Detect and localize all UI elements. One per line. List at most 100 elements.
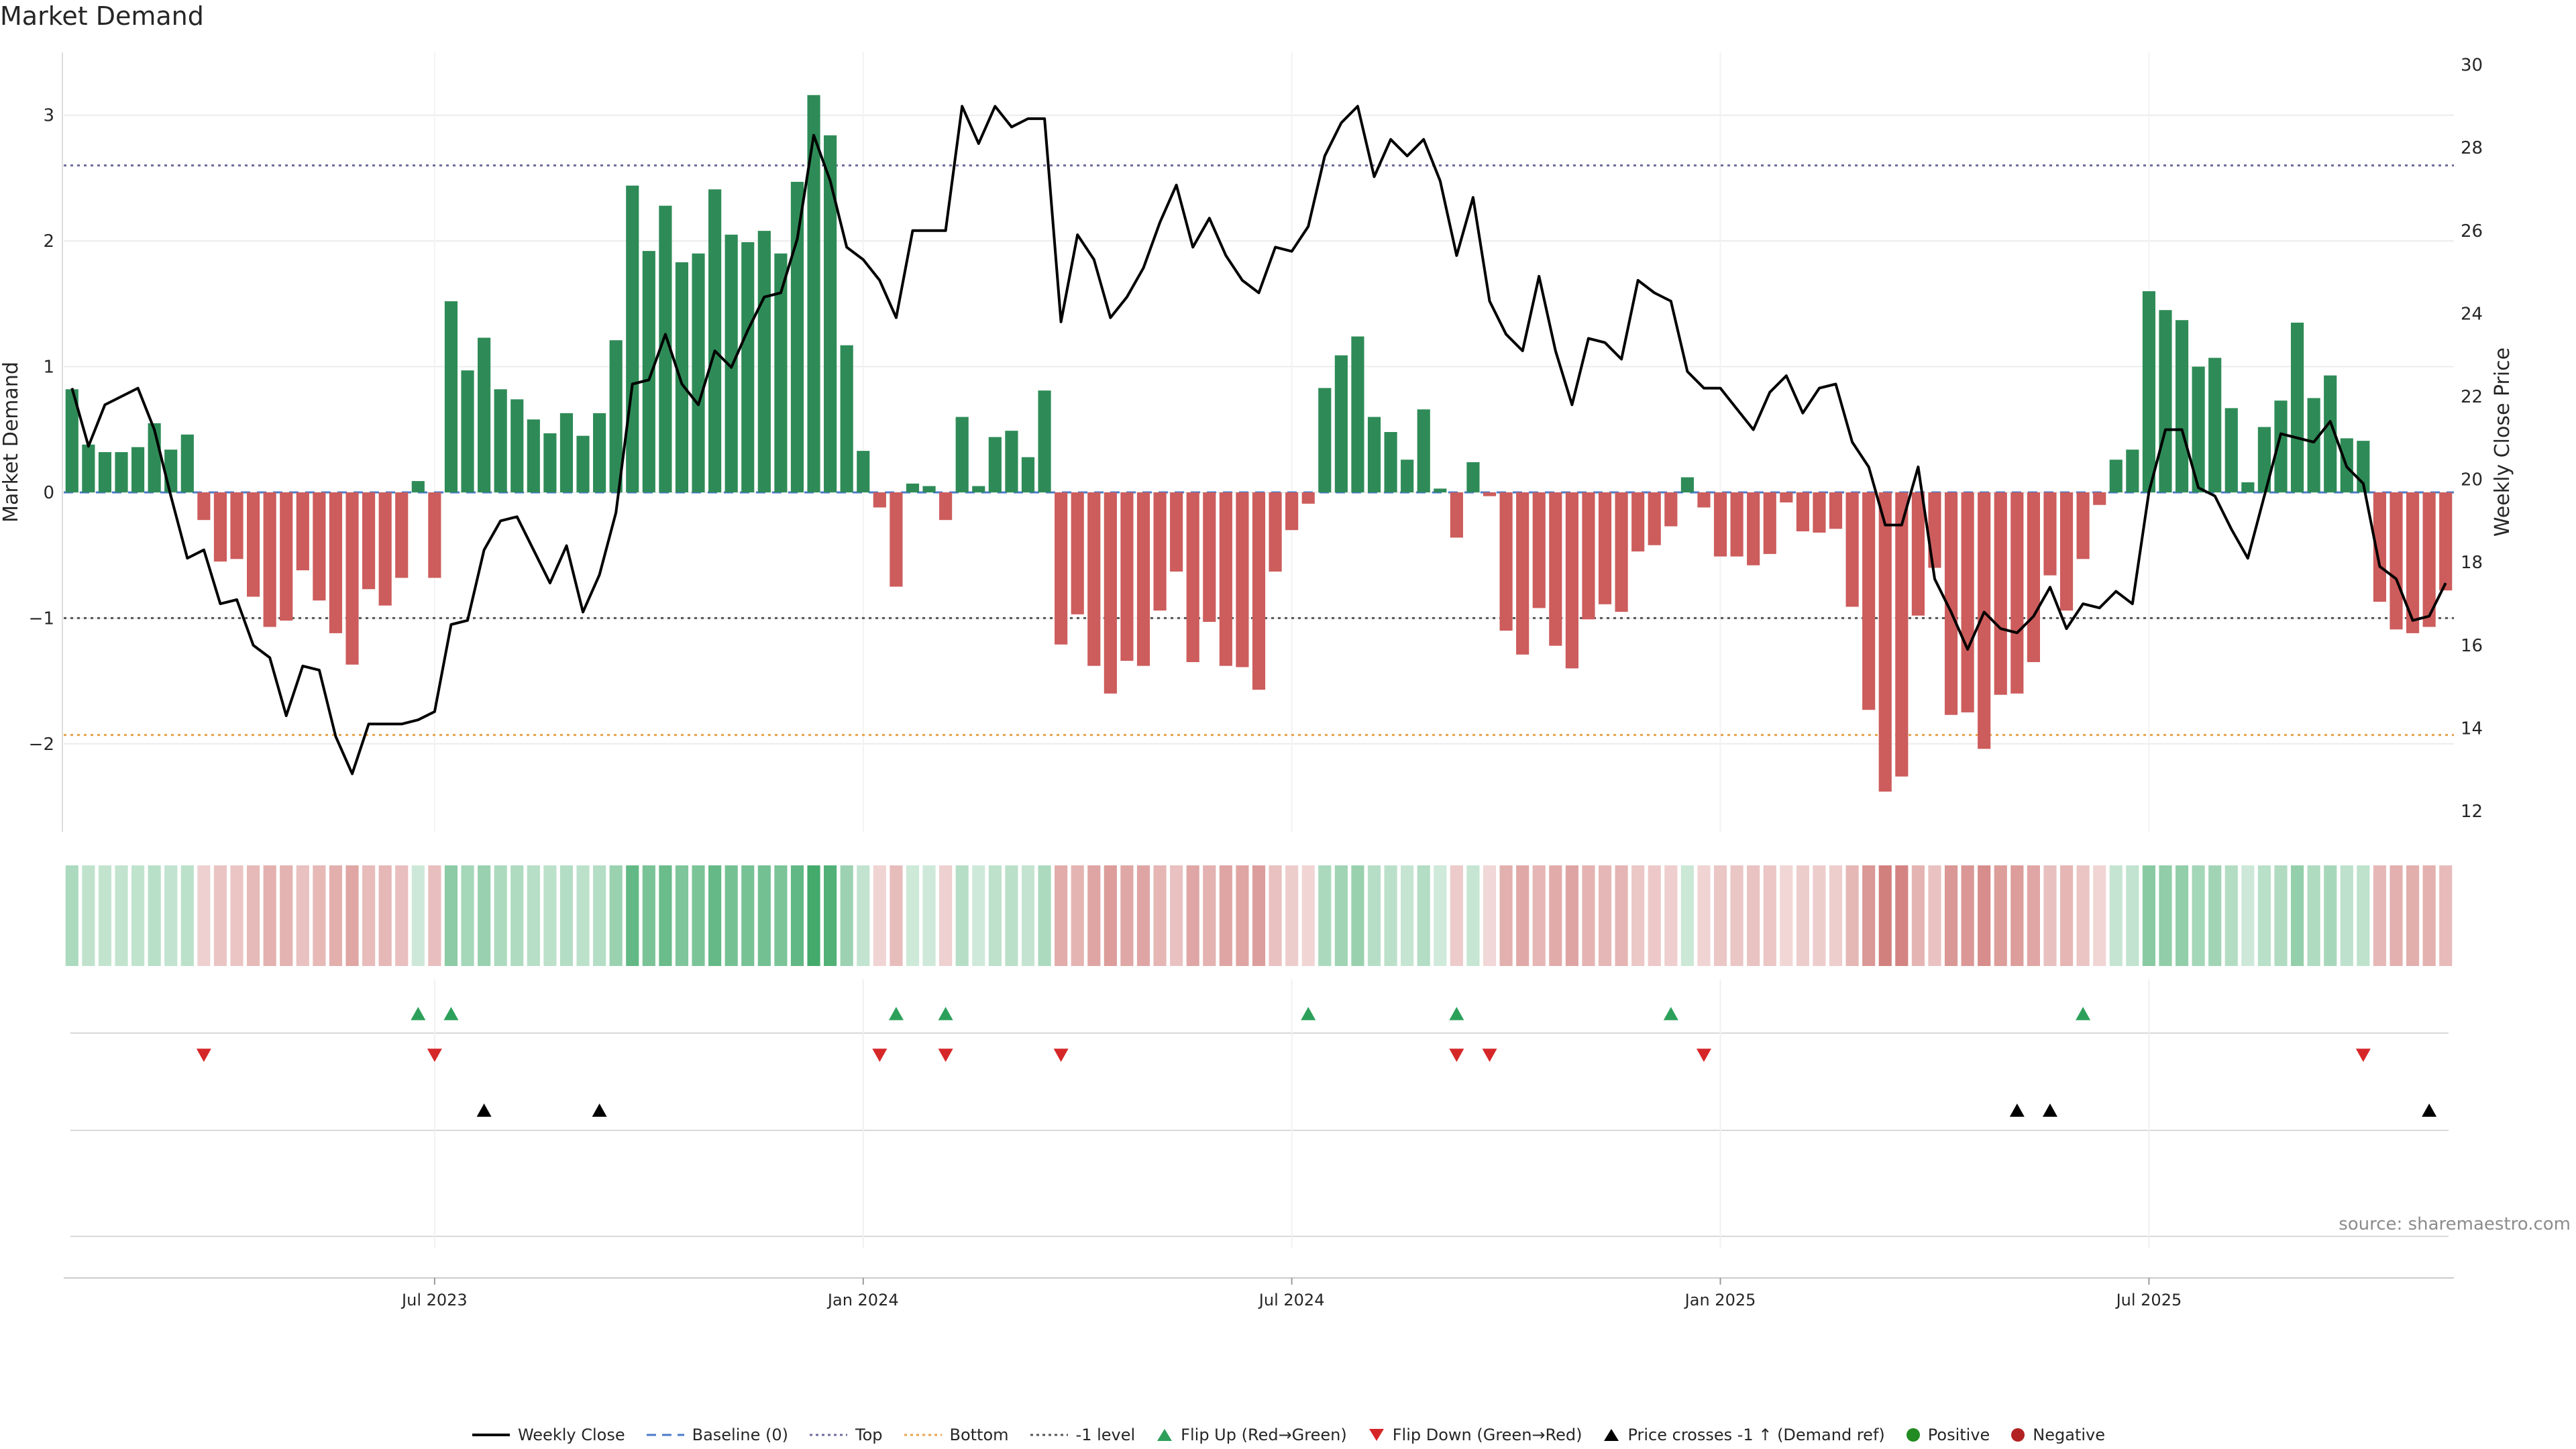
heat-strip-cell — [1203, 865, 1216, 966]
weekly-close-line — [70, 105, 2447, 775]
demand-bar — [890, 492, 903, 587]
heat-strip-cell — [2159, 865, 2172, 966]
legend-label: Negative — [2033, 1426, 2106, 1444]
heat-strip-cell — [2027, 865, 2040, 966]
demand-bar — [790, 182, 804, 492]
heat-strip-cell — [1763, 865, 1776, 966]
legend-label: Bottom — [949, 1426, 1009, 1444]
heat-strip-cell — [1071, 865, 1084, 966]
demand-bar — [82, 444, 95, 492]
left-tick-label: −2 — [29, 735, 54, 755]
heat-strip-cell — [230, 865, 244, 966]
chart-legend: Weekly Close Baseline (0) Top Bottom -1 leve… — [0, 1426, 2576, 1444]
demand-bar — [1549, 492, 1562, 646]
right-tick-label: 14 — [2461, 718, 2483, 739]
heat-strip-cell — [444, 865, 458, 966]
heat-strip-cell — [1301, 865, 1315, 966]
demand-bar — [180, 434, 194, 492]
source-note: source: sharemaestro.com — [2339, 1214, 2571, 1234]
heat-strip-cell — [213, 865, 227, 966]
demand-bar — [1911, 492, 1925, 616]
demand-bar — [1796, 492, 1809, 532]
heat-strip-cell — [296, 865, 309, 966]
demand-bar — [1813, 492, 1826, 533]
demand-bar — [362, 492, 376, 590]
demand-bar — [1680, 477, 1694, 492]
demand-bar — [543, 433, 557, 492]
demand-bar — [692, 253, 705, 492]
heat-strip-cell — [1170, 865, 1183, 966]
heat-strip-cell — [1994, 865, 2007, 966]
demand-bar — [1978, 492, 1991, 749]
heat-strip-cell — [1961, 865, 1974, 966]
heat-strip-cell — [2241, 865, 2255, 966]
demand-bar — [2406, 492, 2420, 633]
heat-strip-cell — [692, 865, 705, 966]
heat-strip-cell — [1236, 865, 1249, 966]
heat-strip-cell — [65, 865, 78, 966]
demand-bar — [1516, 492, 1529, 655]
demand-bar — [2059, 492, 2074, 611]
heat-strip-cell — [2126, 865, 2139, 966]
demand-bar — [2010, 492, 2024, 694]
demand-bar — [1153, 492, 1167, 611]
legend-label: Flip Down (Green→Red) — [1392, 1426, 1582, 1444]
heat-strip-cell — [1401, 865, 1414, 966]
legend-label: Flip Up (Red→Green) — [1181, 1426, 1347, 1444]
demand-bar — [1598, 492, 1612, 604]
demand-bar — [1434, 488, 1447, 492]
heat-strip-cell — [2224, 865, 2238, 966]
heat-strip-cell — [180, 865, 194, 966]
heat-strip-cell — [988, 865, 1002, 966]
demand-bar — [461, 370, 474, 492]
heat-strip-cell — [972, 865, 985, 966]
dotted-line-icon — [903, 1428, 943, 1442]
right-tick-label: 26 — [2461, 221, 2483, 241]
heat-strip-cell — [2109, 865, 2123, 966]
demand-bar — [593, 413, 606, 492]
heat-strip-cell — [593, 865, 606, 966]
demand-bar — [1829, 492, 1843, 529]
demand-bar — [906, 483, 920, 492]
demand-bar — [511, 399, 524, 492]
legend-item: Bottom — [903, 1426, 1009, 1444]
demand-bar — [494, 389, 507, 492]
heat-strip-cell — [576, 865, 590, 966]
demand-bar — [2390, 492, 2403, 630]
heat-strip-cell — [1680, 865, 1694, 966]
demand-bar — [824, 135, 837, 492]
heat-strip-cell — [1252, 865, 1266, 966]
demand-bar — [857, 451, 870, 492]
demand-bar — [2324, 375, 2337, 492]
heat-strip-cell — [2439, 865, 2453, 966]
demand-bar — [675, 262, 689, 492]
demand-bar — [411, 481, 425, 492]
solid-line-icon — [471, 1428, 511, 1442]
demand-bar — [2290, 322, 2304, 492]
heat-strip-cell — [1978, 865, 1991, 966]
heat-strip-cell — [2208, 865, 2222, 966]
right-tick-label: 18 — [2461, 553, 2483, 573]
heat-strip-cell — [1104, 865, 1117, 966]
heat-strip-cell — [724, 865, 738, 966]
time-tick-label: Jul 2025 — [2115, 1291, 2182, 1309]
heat-strip-cell — [1384, 865, 1397, 966]
chart-title: Market Demand — [0, 1, 204, 31]
dotted-line-icon — [1029, 1428, 1069, 1442]
time-tick-label: Jan 2025 — [1684, 1291, 1756, 1309]
heat-strip-cell — [2076, 865, 2090, 966]
demand-bar — [642, 251, 655, 492]
heat-strip-cell — [1911, 865, 1925, 966]
demand-bar — [1417, 409, 1430, 492]
heat-strip-cell — [1697, 865, 1711, 966]
heat-strip-cell — [1434, 865, 1447, 966]
flip-up-marker — [2076, 1007, 2091, 1020]
heat-strip-cell — [1417, 865, 1430, 966]
heat-strip-cell — [148, 865, 161, 966]
demand-bar — [164, 449, 178, 492]
heat-strip-cell — [906, 865, 920, 966]
heat-strip-cell — [1136, 865, 1150, 966]
left-tick-label: −1 — [29, 608, 54, 629]
demand-bar — [197, 492, 211, 521]
demand-bar — [1301, 492, 1315, 504]
